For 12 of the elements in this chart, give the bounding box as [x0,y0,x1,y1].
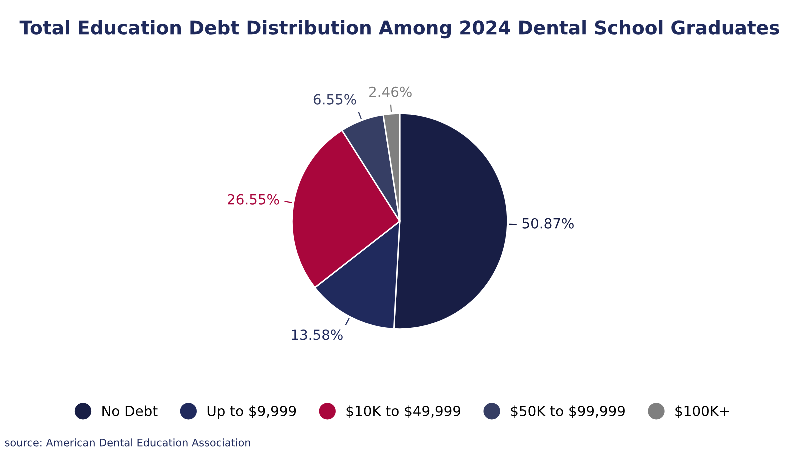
chart-title: Total Education Debt Distribution Among 2024 Dental School Graduates [20,20,780,39]
legend-label: Up to $9,999 [208,406,296,420]
legend-label: $50K to $99,999 [511,406,625,418]
legend-label: $10K to $49,999 [346,406,461,418]
legend-label: No Debt [102,406,158,416]
source-note: source: American Dental Education Association [5,438,250,447]
data-label: 2.46% [370,86,412,98]
data-label: 13.58% [292,330,343,340]
legend-label: $100K+ [676,406,730,418]
data-label: 6.55% [314,94,356,105]
data-label: 50.87% [522,218,574,229]
data-label: 26.55% [228,194,280,205]
